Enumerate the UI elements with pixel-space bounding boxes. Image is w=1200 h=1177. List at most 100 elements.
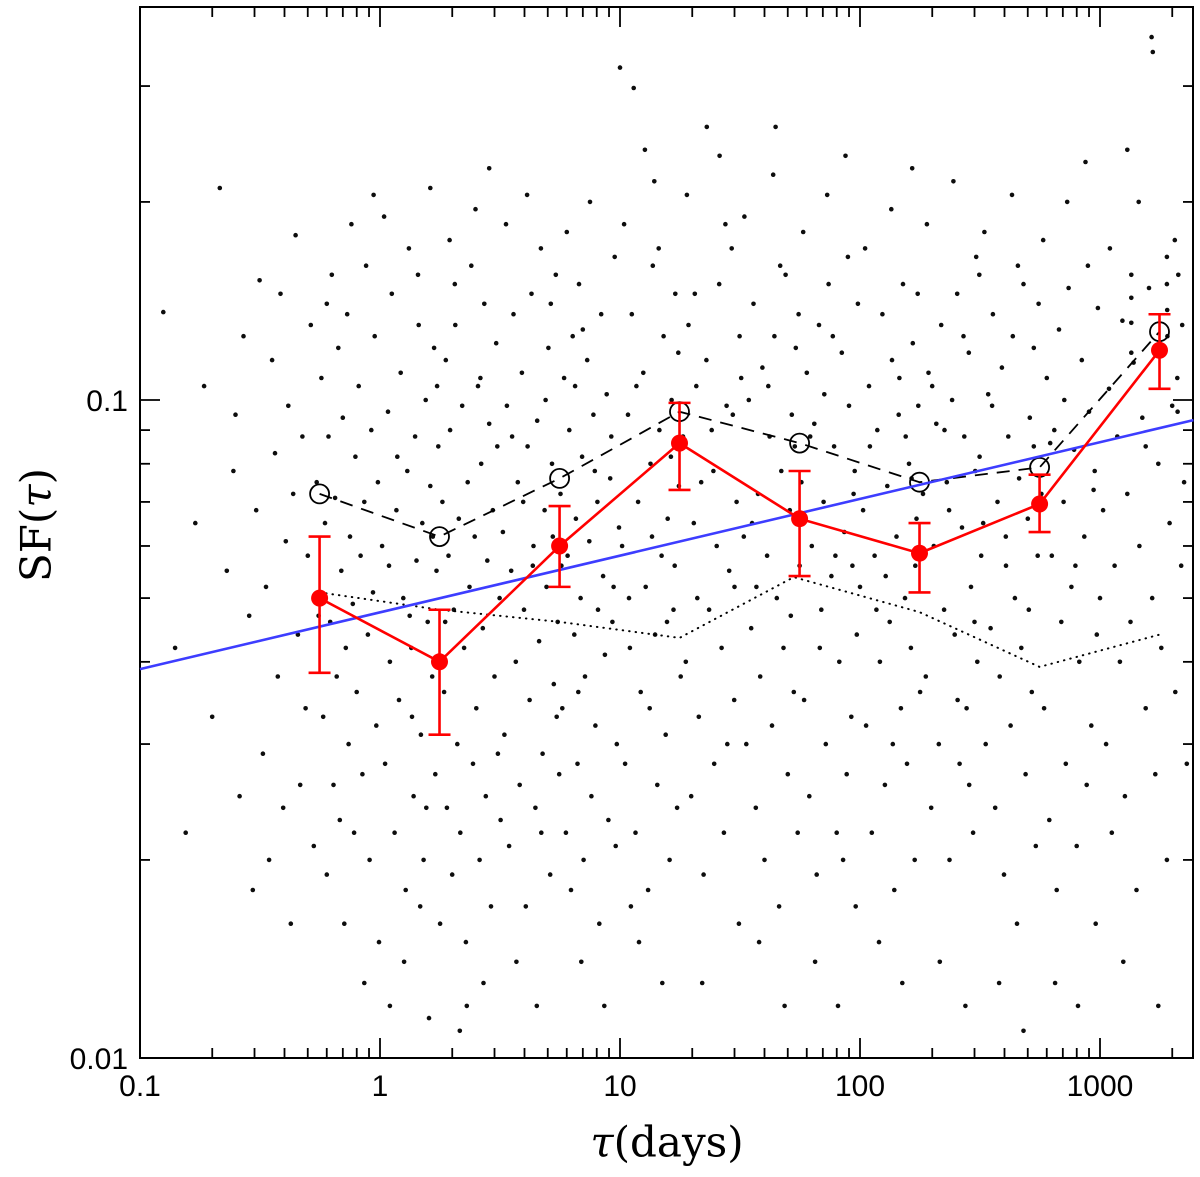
scatter-point (565, 553, 570, 558)
scatter-point (729, 246, 734, 251)
scatter-point (602, 652, 608, 658)
scatter-point (823, 741, 829, 747)
scatter-point (711, 761, 717, 767)
scatter-point (370, 590, 376, 595)
scatter-point (295, 632, 301, 637)
scatter-point (988, 625, 993, 631)
scatter-point (926, 370, 931, 376)
scatter-point (853, 904, 858, 909)
scatter-point (358, 553, 363, 558)
scatter-point (446, 553, 451, 558)
binned-sf-point (1151, 341, 1168, 359)
scatter-point (502, 732, 507, 737)
scatter-point (951, 179, 956, 184)
scatter-point (467, 584, 472, 590)
scatter-point (297, 782, 303, 788)
scatter-point (656, 246, 661, 251)
scatter-point (1054, 887, 1059, 893)
scatter-point (527, 697, 532, 703)
scatter-point (564, 229, 570, 235)
scatter-point (340, 415, 346, 421)
binned-sf-point (1031, 495, 1049, 513)
scatter-point (1082, 534, 1087, 539)
scatter-point (421, 857, 426, 863)
scatter-point (561, 375, 567, 381)
scatter-point (1031, 345, 1037, 351)
scatter-point (946, 507, 952, 513)
scatter-point (520, 499, 526, 505)
scatter-point (542, 507, 547, 513)
scatter-point (880, 311, 885, 317)
scatter-point (746, 397, 752, 403)
scatter-point (869, 830, 875, 835)
scatter-point (546, 345, 551, 351)
scatter-point (463, 939, 469, 945)
scatter-point (455, 741, 460, 747)
scatter-point (385, 409, 391, 415)
scatter-point (464, 1003, 470, 1009)
scatter-point (434, 568, 439, 574)
scatter-point (1164, 254, 1170, 260)
scatter-point (968, 584, 974, 590)
scatter-point (607, 476, 613, 481)
scatter-point (711, 468, 716, 474)
scatter-point (906, 461, 912, 467)
scatter-point (843, 153, 848, 159)
scatter-point (1073, 563, 1078, 568)
scatter-point (201, 383, 207, 389)
scatter-point (684, 192, 690, 198)
scatter-point (398, 370, 404, 376)
scatter-point (269, 357, 275, 363)
scatter-point (293, 232, 298, 238)
scatter-point (579, 959, 584, 965)
scatter-point (576, 281, 582, 287)
scatter-point (1029, 689, 1035, 695)
scatter-point (964, 706, 969, 711)
scatter-point (1175, 375, 1180, 381)
scatter-point (576, 689, 581, 695)
scatter-point (606, 817, 611, 823)
scatter-point (337, 817, 343, 823)
scatter-point (382, 761, 388, 767)
scatter-point (766, 383, 771, 389)
scatter-point (1149, 595, 1155, 601)
scatter-point (412, 434, 418, 439)
scatter-point (407, 613, 413, 619)
scatter-point (866, 383, 872, 389)
scatter-point (990, 311, 996, 317)
scatter-point (286, 403, 291, 409)
scatter-point (913, 563, 918, 568)
x-axis-label: τ(days) (590, 1118, 743, 1167)
scatter-point (889, 206, 894, 212)
scatter-point (1040, 237, 1046, 243)
scatter-point (598, 311, 604, 317)
scatter-point (616, 525, 622, 530)
scatter-point (1129, 272, 1134, 278)
scatter-point (783, 272, 788, 278)
scatter-point (801, 697, 807, 703)
scatter-point (392, 830, 397, 835)
scatter-point (478, 375, 483, 381)
scatter-point (659, 553, 664, 558)
scatter-point (641, 370, 646, 376)
scatter-point (966, 350, 972, 356)
scatter-point (1027, 415, 1033, 421)
scatter-point (744, 741, 749, 747)
scatter-point (706, 607, 712, 612)
scatter-point (723, 221, 728, 227)
scatter-point (1150, 49, 1156, 55)
scatter-point (814, 872, 819, 877)
scatter-point (807, 793, 812, 799)
binned-sf-line (318, 349, 1161, 664)
scatter-point (459, 403, 465, 409)
x-tick-label: 100 (835, 1070, 885, 1103)
scatter-point (676, 350, 681, 356)
scatter-point (821, 499, 826, 505)
open-circle-marker (309, 483, 331, 505)
scatter-point (1094, 632, 1100, 637)
scatter-point (996, 980, 1002, 986)
scatter-point (593, 723, 598, 728)
scatter-point (246, 613, 252, 619)
scatter-point (1143, 444, 1148, 449)
scatter-point (980, 520, 986, 526)
